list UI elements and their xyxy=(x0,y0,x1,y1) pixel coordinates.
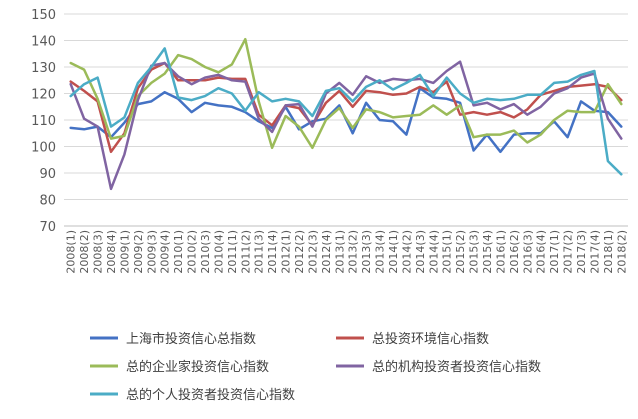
x-tick-label: 2013(3) xyxy=(360,230,373,274)
x-tick-label: 2014(4) xyxy=(427,230,440,274)
x-tick-label: 2013(2) xyxy=(347,230,360,274)
legend-item: 上海市投资信心总指数 xyxy=(90,331,256,347)
x-tick-label: 2015(1) xyxy=(441,230,454,274)
y-tick-label: 120 xyxy=(31,88,56,103)
x-tick-label: 2010(4) xyxy=(212,230,225,274)
series-lines xyxy=(69,37,623,191)
legend-item: 总的个人投资者投资信心指数 xyxy=(90,387,295,403)
x-tick-label: 2010(3) xyxy=(199,230,212,274)
y-tick-label: 140 xyxy=(31,35,56,50)
y-tick-label: 130 xyxy=(31,61,56,76)
x-tick-label: 2015(4) xyxy=(481,230,494,274)
y-tick-label: 150 xyxy=(31,8,56,23)
legend-label: 上海市投资信心总指数 xyxy=(126,331,256,347)
x-tick-label: 2017(3) xyxy=(575,230,588,274)
legend-item: 总投资环境信心指数 xyxy=(336,331,489,347)
x-tick-label: 2009(4) xyxy=(159,230,172,274)
legend-label: 总的个人投资者投资信心指数 xyxy=(126,387,295,403)
x-tick-label: 2011(4) xyxy=(266,230,279,274)
x-tick-label: 2010(2) xyxy=(186,230,199,274)
x-tick-label: 2012(2) xyxy=(293,230,306,274)
x-tick-label: 2011(1) xyxy=(226,230,239,274)
x-tick-label: 2008(1) xyxy=(65,230,78,274)
y-tick-label: 110 xyxy=(31,114,56,129)
x-tick-label: 2012(4) xyxy=(320,230,333,274)
x-tick-label: 2016(1) xyxy=(494,230,507,274)
x-tick-label: 2014(1) xyxy=(387,230,400,274)
x-tick-label: 2018(1) xyxy=(602,230,615,274)
x-tick-label: 2013(1) xyxy=(333,230,346,274)
x-tick-label: 2018(2) xyxy=(615,230,628,274)
x-tick-label: 2016(4) xyxy=(535,230,548,274)
x-tick-label: 2014(3) xyxy=(414,230,427,274)
x-tick-label: 2012(3) xyxy=(306,230,319,274)
y-tick-label: 80 xyxy=(39,194,56,209)
legend-item: 总的机构投资者投资信心指数 xyxy=(336,359,541,375)
x-tick-label: 2008(3) xyxy=(92,230,105,274)
x-tick-label: 2017(4) xyxy=(588,230,601,274)
x-tick-label: 2013(4) xyxy=(374,230,387,274)
x-tick-label: 2009(2) xyxy=(132,230,145,274)
gridlines xyxy=(64,13,628,200)
legend-label: 总的机构投资者投资信心指数 xyxy=(372,359,541,375)
x-tick-label: 2015(3) xyxy=(468,230,481,274)
x-tick-label: 2016(2) xyxy=(508,230,521,274)
x-tick-label: 2009(3) xyxy=(145,230,158,274)
series-line-5 xyxy=(69,47,623,176)
y-axis-ticks: 70 80 90 100 110 120 130 140 150 xyxy=(31,8,56,235)
x-tick-label: 2008(4) xyxy=(105,230,118,274)
x-tick-label: 2009(1) xyxy=(118,230,131,274)
x-tick-label: 2008(2) xyxy=(78,230,91,274)
x-tick-label: 2017(1) xyxy=(548,230,561,274)
legend-label: 总的企业家投资信心指数 xyxy=(126,359,269,375)
y-tick-label: 70 xyxy=(39,220,56,235)
y-tick-label: 100 xyxy=(31,141,56,156)
x-tick-label: 2014(2) xyxy=(400,230,413,274)
legend-label: 总投资环境信心指数 xyxy=(372,331,489,347)
x-tick-label: 2011(2) xyxy=(239,230,252,274)
series-line-3 xyxy=(69,37,623,150)
x-tick-label: 2015(2) xyxy=(454,230,467,274)
x-tick-label: 2016(3) xyxy=(521,230,534,274)
x-tick-label: 2010(1) xyxy=(172,230,185,274)
x-tick-label: 2017(2) xyxy=(562,230,575,274)
series-line-4 xyxy=(69,60,623,191)
x-axis-ticks: 2008(1) 2008(2) 2008(3) 2008(4) 2009(1) 2009(… xyxy=(65,230,629,274)
legend-item: 总的企业家投资信心指数 xyxy=(90,359,269,375)
x-tick-label: 2011(3) xyxy=(253,230,266,274)
x-tick-label: 2012(1) xyxy=(280,230,293,274)
y-tick-label: 90 xyxy=(39,167,56,182)
